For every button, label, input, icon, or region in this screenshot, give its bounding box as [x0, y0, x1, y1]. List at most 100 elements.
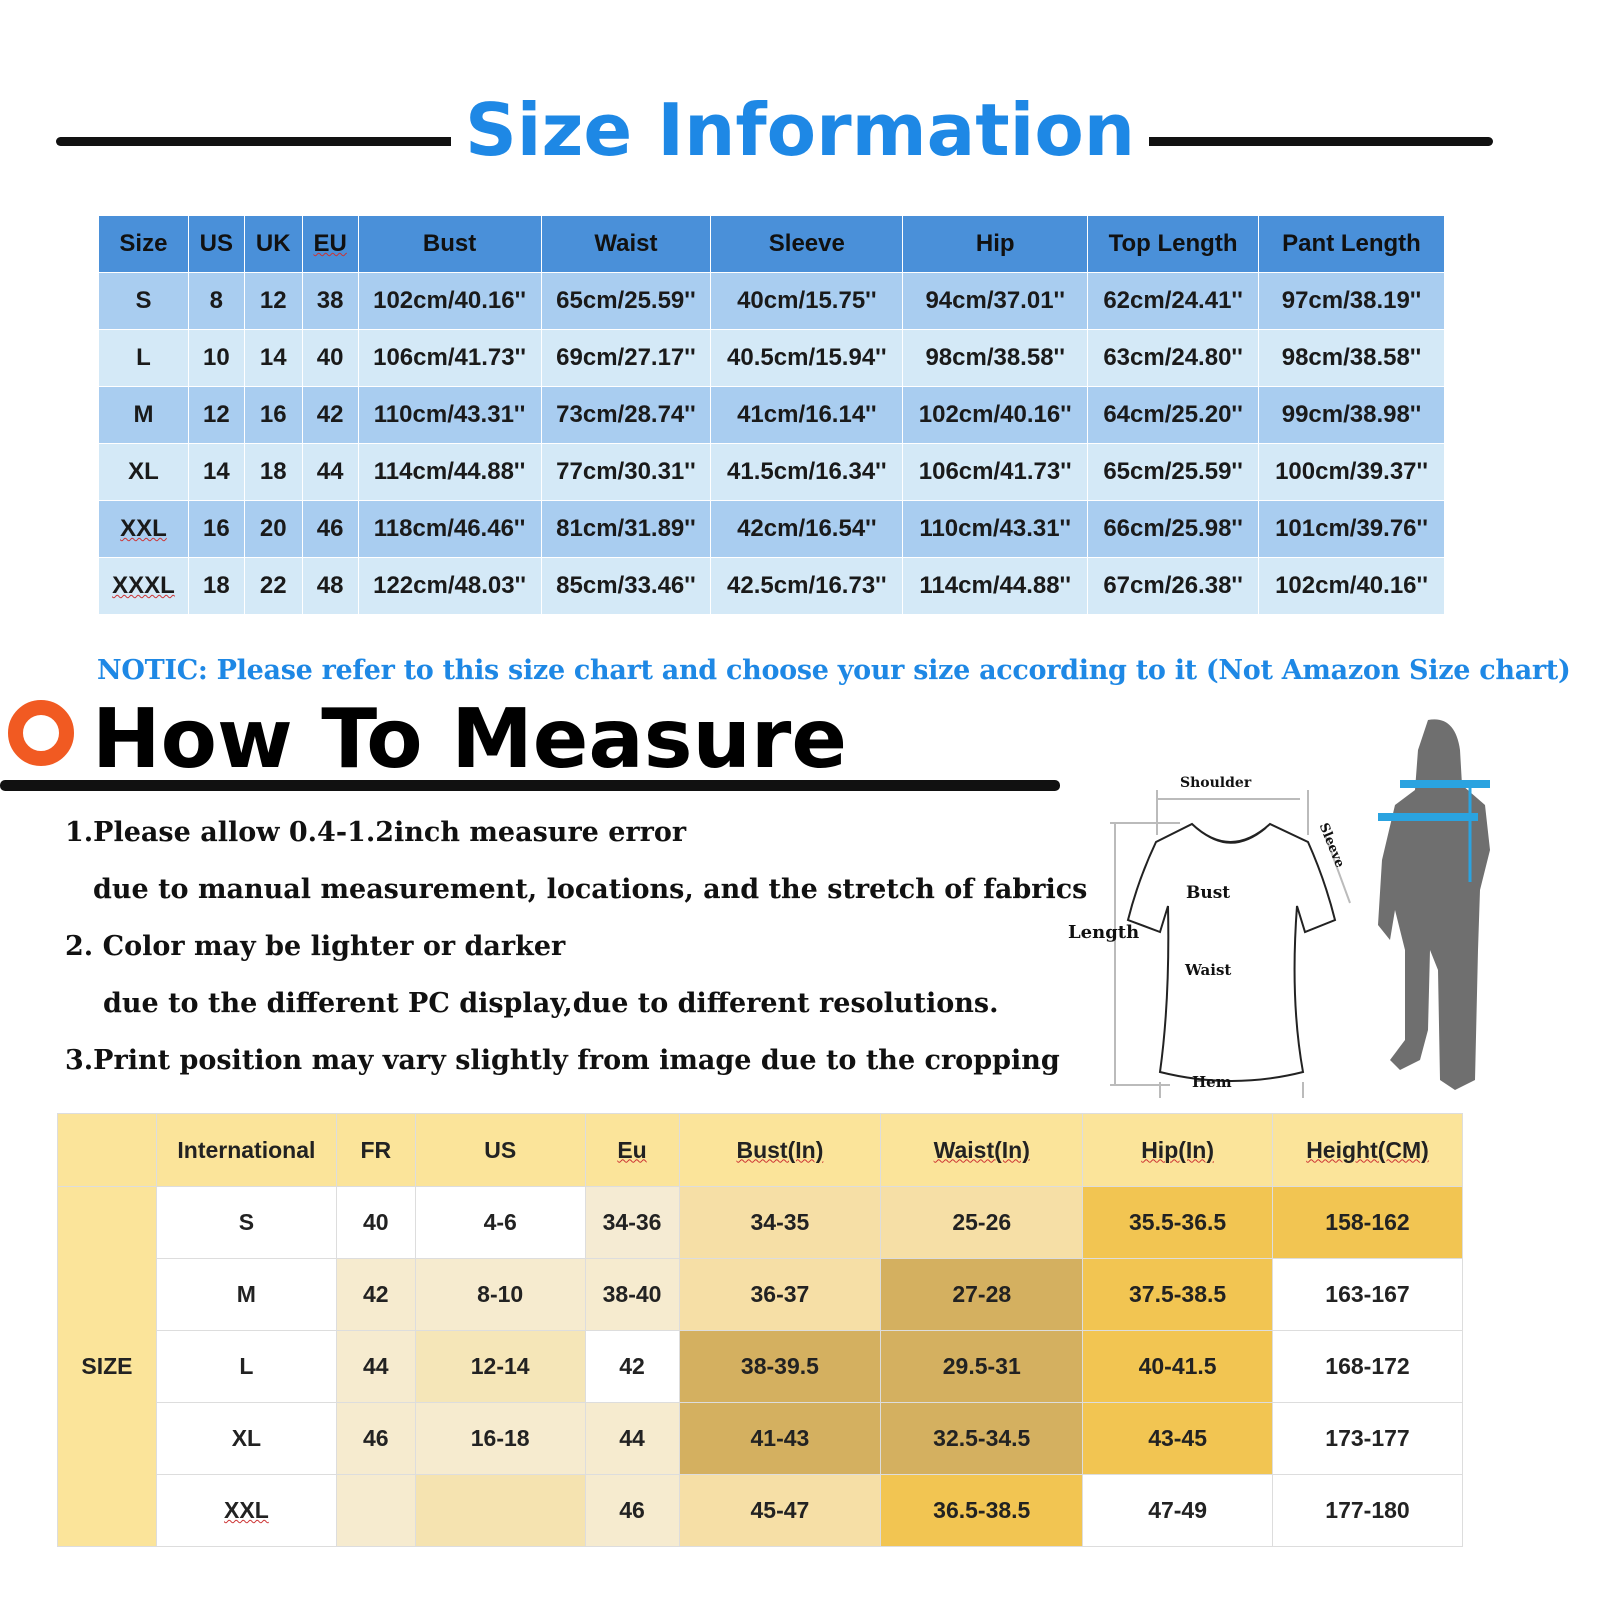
- table-cell: 158-162: [1272, 1186, 1463, 1259]
- table-cell: L: [98, 329, 189, 387]
- table-cell: 177-180: [1272, 1474, 1463, 1547]
- table-cell: 4-6: [414, 1186, 586, 1259]
- table-cell: 163-167: [1272, 1258, 1463, 1331]
- table-row: XXXL 18 22 48 122cm/48.03'' 85cm/33.46'' 42.5c…: [98, 557, 1445, 615]
- note-2: 2. Color may be lighter or darker: [65, 931, 566, 962]
- bust-label: Bust: [1186, 883, 1231, 903]
- size-table-header: Bust: [357, 215, 542, 273]
- tshirt-diagram: [1110, 719, 1490, 1098]
- table-header: Waist(In): [880, 1113, 1084, 1187]
- table-cell: 73cm/28.74'': [540, 386, 712, 444]
- table-cell: 48: [301, 557, 359, 615]
- table-cell: 16: [243, 386, 303, 444]
- title-rule-left: [56, 137, 484, 146]
- table-cell: 173-177: [1272, 1402, 1463, 1475]
- table-cell: 40.5cm/15.94'': [710, 329, 904, 387]
- table-header: International: [155, 1113, 337, 1187]
- table-cell: 85cm/33.46'': [540, 557, 712, 615]
- table-cell: 40: [335, 1186, 416, 1259]
- table-cell: M: [155, 1258, 337, 1331]
- table-row: XXL 16 20 46 118cm/46.46'' 81cm/31.89'' 42cm/1…: [98, 500, 1445, 558]
- table-cell: 22: [243, 557, 303, 615]
- table-cell: 47-49: [1082, 1474, 1274, 1547]
- table-cell: 37.5-38.5: [1082, 1258, 1274, 1331]
- table-cell: 42: [584, 1330, 680, 1403]
- table-row: XXL 46 45-47 36.5-38.5 47-49 177-180: [58, 1474, 1463, 1547]
- table-cell: 97cm/38.19'': [1258, 272, 1445, 330]
- table-row: M 12 16 42 110cm/43.31'' 73cm/28.74'' 41cm/16.…: [98, 386, 1445, 444]
- table-row: M 42 8-10 38-40 36-37 27-28 37.5-38.5 163-167: [58, 1258, 1463, 1331]
- shoulder-label: Shoulder: [1180, 775, 1252, 791]
- ring-icon: [8, 700, 74, 766]
- heading-rule: [0, 780, 1060, 791]
- hem-label: Hem: [1192, 1073, 1232, 1091]
- table-header: Eu: [584, 1113, 680, 1187]
- table-cell: XL: [98, 443, 189, 501]
- title-rule-right: [1075, 137, 1493, 146]
- size-table-header: Top Length: [1087, 215, 1260, 273]
- waist-label: Waist: [1185, 961, 1232, 979]
- table-cell: 12: [243, 272, 303, 330]
- table-row: SIZE S 40 4-6 34-36 34-35 25-26 35.5-36.5 158-16…: [57, 1186, 1463, 1547]
- table-row: XL 46 16-18 44 41-43 32.5-34.5 43-45 173-177: [58, 1402, 1463, 1475]
- international-size-table: International FR US Eu Bust(In) Waist(In) Hip(…: [57, 1113, 1463, 1547]
- table-cell: 38-40: [584, 1258, 680, 1331]
- table-cell: 110cm/43.31'': [902, 500, 1089, 558]
- table-cell: 66cm/25.98'': [1087, 500, 1260, 558]
- table-cell: 8: [187, 272, 245, 330]
- table-cell: 110cm/43.31'': [357, 386, 542, 444]
- size-table-header: Pant Length: [1258, 215, 1445, 273]
- table-cell: 114cm/44.88'': [902, 557, 1089, 615]
- table-cell: 42: [335, 1258, 416, 1331]
- note-1: 1.Please allow 0.4-1.2inch measure error: [65, 817, 687, 848]
- table-cell: 63cm/24.80'': [1087, 329, 1260, 387]
- size-table-header: Sleeve: [710, 215, 904, 273]
- table-cell: 94cm/37.01'': [902, 272, 1089, 330]
- size-table-header: Hip: [902, 215, 1089, 273]
- table-cell: 65cm/25.59'': [1087, 443, 1260, 501]
- table-cell: 41cm/16.14'': [710, 386, 904, 444]
- how-to-measure-heading: How To Measure: [92, 692, 847, 787]
- table-cell: 46: [301, 500, 359, 558]
- note-3: 3.Print position may vary slightly from …: [65, 1045, 1060, 1076]
- table-cell: XXL: [155, 1474, 337, 1547]
- table-cell: 18: [243, 443, 303, 501]
- table-cell: 34-36: [584, 1186, 680, 1259]
- table-cell: 100cm/39.37'': [1258, 443, 1445, 501]
- empty-corner-cell: [57, 1113, 157, 1187]
- table-cell: 44: [584, 1402, 680, 1475]
- table-cell: 38: [301, 272, 359, 330]
- table-cell: 36-37: [678, 1258, 882, 1331]
- table-cell: 46: [335, 1402, 416, 1475]
- table-cell: [414, 1474, 586, 1547]
- table-cell: XXXL: [98, 557, 189, 615]
- table-header: Bust(In): [678, 1113, 882, 1187]
- table-cell: 102cm/40.16'': [357, 272, 542, 330]
- table-cell: 42.5cm/16.73'': [710, 557, 904, 615]
- table-cell: 40: [301, 329, 359, 387]
- table-cell: 62cm/24.41'': [1087, 272, 1260, 330]
- table-cell: 38-39.5: [678, 1330, 882, 1403]
- table-cell: 77cm/30.31'': [540, 443, 712, 501]
- table-cell: M: [98, 386, 189, 444]
- table-cell: 46: [584, 1474, 680, 1547]
- table-cell: [335, 1474, 416, 1547]
- table-cell: 122cm/48.03'': [357, 557, 542, 615]
- table-cell: 32.5-34.5: [880, 1402, 1084, 1475]
- note-1-cont: due to manual measurement, locations, an…: [93, 874, 1088, 905]
- table-row: L 10 14 40 106cm/41.73'' 69cm/27.17'' 40.5cm/1…: [98, 329, 1445, 387]
- table-header: Hip(In): [1082, 1113, 1274, 1187]
- table-cell: 14: [243, 329, 303, 387]
- table-cell: 67cm/26.38'': [1087, 557, 1260, 615]
- table-cell: 29.5-31: [880, 1330, 1084, 1403]
- table-cell: 118cm/46.46'': [357, 500, 542, 558]
- size-table: Size US UK EU Bust Waist Sleeve Hip Top Length Pa…: [98, 215, 1445, 615]
- table-cell: 65cm/25.59'': [540, 272, 712, 330]
- table-header: US: [414, 1113, 586, 1187]
- table-cell: 45-47: [678, 1474, 882, 1547]
- table-cell: 10: [187, 329, 245, 387]
- size-table-header: UK: [243, 215, 303, 273]
- table-header-row: International FR US Eu Bust(In) Waist(In) Hip(…: [57, 1113, 1463, 1187]
- table-cell: 35.5-36.5: [1082, 1186, 1274, 1259]
- table-cell: 34-35: [678, 1186, 882, 1259]
